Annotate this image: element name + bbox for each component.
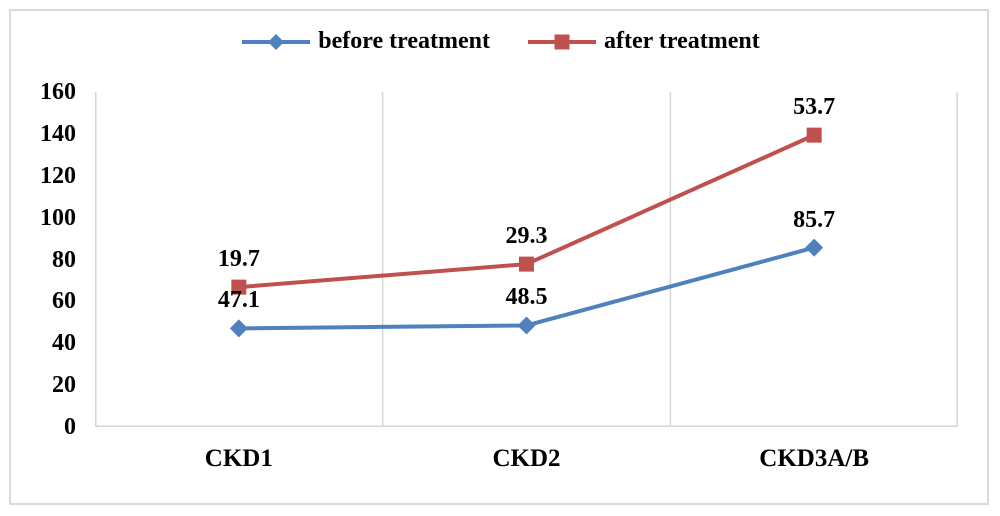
chart-frame-border xyxy=(9,9,989,505)
legend-item-before-treatment: before treatment xyxy=(240,27,490,55)
square-marker-icon xyxy=(231,279,247,295)
y-tick-label: 20 xyxy=(52,372,76,399)
legend-item-after-treatment: after treatment xyxy=(526,27,760,55)
square-marker-icon xyxy=(519,256,534,272)
diamond-marker-icon xyxy=(229,319,248,338)
before-treatment-line-diamond-icon xyxy=(240,31,312,51)
y-tick-label: 60 xyxy=(52,288,76,315)
y-tick-label: 120 xyxy=(40,162,76,189)
x-category-label: CKD2 xyxy=(492,445,561,472)
x-category-label: CKD3A/B xyxy=(759,445,870,472)
y-tick-label: 80 xyxy=(52,246,76,273)
y-tick-label: 100 xyxy=(40,204,76,231)
y-tick-label: 160 xyxy=(40,79,76,105)
x-category-label: CKD1 xyxy=(204,445,273,472)
diamond-marker-icon xyxy=(805,238,824,257)
legend-label: after treatment xyxy=(604,28,760,54)
data-label: 48.5 xyxy=(505,284,548,311)
data-label: 19.7 xyxy=(217,246,260,273)
data-label: 29.3 xyxy=(505,223,548,250)
data-label: 85.7 xyxy=(793,206,836,233)
y-tick-label: 40 xyxy=(52,330,76,357)
square-marker-icon xyxy=(806,127,822,143)
diamond-marker-icon xyxy=(517,316,536,335)
legend-label: before treatment xyxy=(318,28,490,54)
y-tick-label: 0 xyxy=(64,414,76,440)
after-treatment-line-square-icon xyxy=(526,31,598,51)
data-label: 47.1 xyxy=(217,287,260,314)
data-label: 53.7 xyxy=(793,94,836,121)
plot-area xyxy=(95,92,958,427)
legend: before treatment after treatment xyxy=(0,27,1000,55)
y-tick-label: 140 xyxy=(40,120,76,147)
